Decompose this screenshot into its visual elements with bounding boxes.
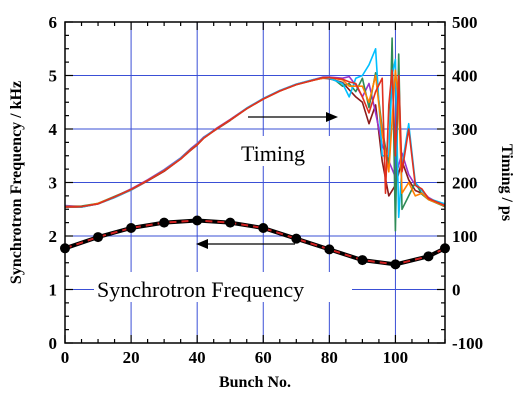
- y-left-tick-label: 5: [49, 67, 58, 86]
- timing-annotation: Timing: [241, 141, 305, 166]
- synchrotron-arrow-head: [196, 239, 208, 249]
- x-tick-label: 20: [123, 348, 140, 367]
- data-point: [126, 222, 137, 233]
- data-point: [258, 222, 269, 233]
- data-point: [192, 215, 203, 226]
- data-point: [423, 251, 434, 262]
- y-right-tick-label: 0: [452, 281, 461, 300]
- y-left-tick-label: 3: [49, 174, 58, 193]
- y-left-tick-label: 2: [49, 227, 58, 246]
- x-tick-label: 60: [255, 348, 272, 367]
- y-right-tick-label: 300: [452, 120, 478, 139]
- annotations: Timing Synchrotron Frequency: [94, 112, 352, 302]
- y-left-tick-label: 0: [49, 334, 58, 353]
- data-point: [159, 217, 170, 228]
- ticks: [64, 21, 446, 344]
- x-tick-label: 80: [321, 348, 338, 367]
- y-right-tick-label: 200: [452, 174, 478, 193]
- timing-label-bg: [238, 136, 330, 166]
- y-right-tick-label: 100: [452, 227, 478, 246]
- y-left-tick-label: 1: [49, 281, 58, 300]
- data-point: [390, 259, 401, 270]
- y-left-tick-label: 4: [49, 120, 58, 139]
- y-right-tick-label: -100: [452, 334, 483, 353]
- synchrotron-annotation: Synchrotron Frequency: [97, 277, 304, 302]
- x-tick-label: 100: [383, 348, 409, 367]
- y-axis-left-title: Synchrotron Frequency / kHz: [8, 81, 25, 284]
- x-tick-label: 0: [61, 348, 70, 367]
- series-group: [60, 37, 450, 270]
- y-right-tick-label: 400: [452, 67, 478, 86]
- y-axis-right-title: Timing / ps: [498, 144, 515, 221]
- synchrotron-label-bg: [94, 272, 352, 302]
- data-point: [93, 232, 104, 243]
- x-tick-label: 40: [189, 348, 206, 367]
- timing-arrow-head: [326, 112, 338, 122]
- series-line-5: [65, 69, 446, 208]
- tick-labels: 0 20 40 60 80 100 0 1 2 3 4 5 6 -100 0 100 200 300 400 500: [49, 13, 484, 367]
- y-left-tick-label: 6: [49, 13, 58, 32]
- data-point: [291, 233, 302, 244]
- data-point: [357, 255, 368, 266]
- y-right-tick-label: 500: [452, 13, 478, 32]
- data-point: [324, 244, 335, 255]
- data-point: [225, 217, 236, 228]
- x-axis-title: Bunch No.: [219, 374, 291, 391]
